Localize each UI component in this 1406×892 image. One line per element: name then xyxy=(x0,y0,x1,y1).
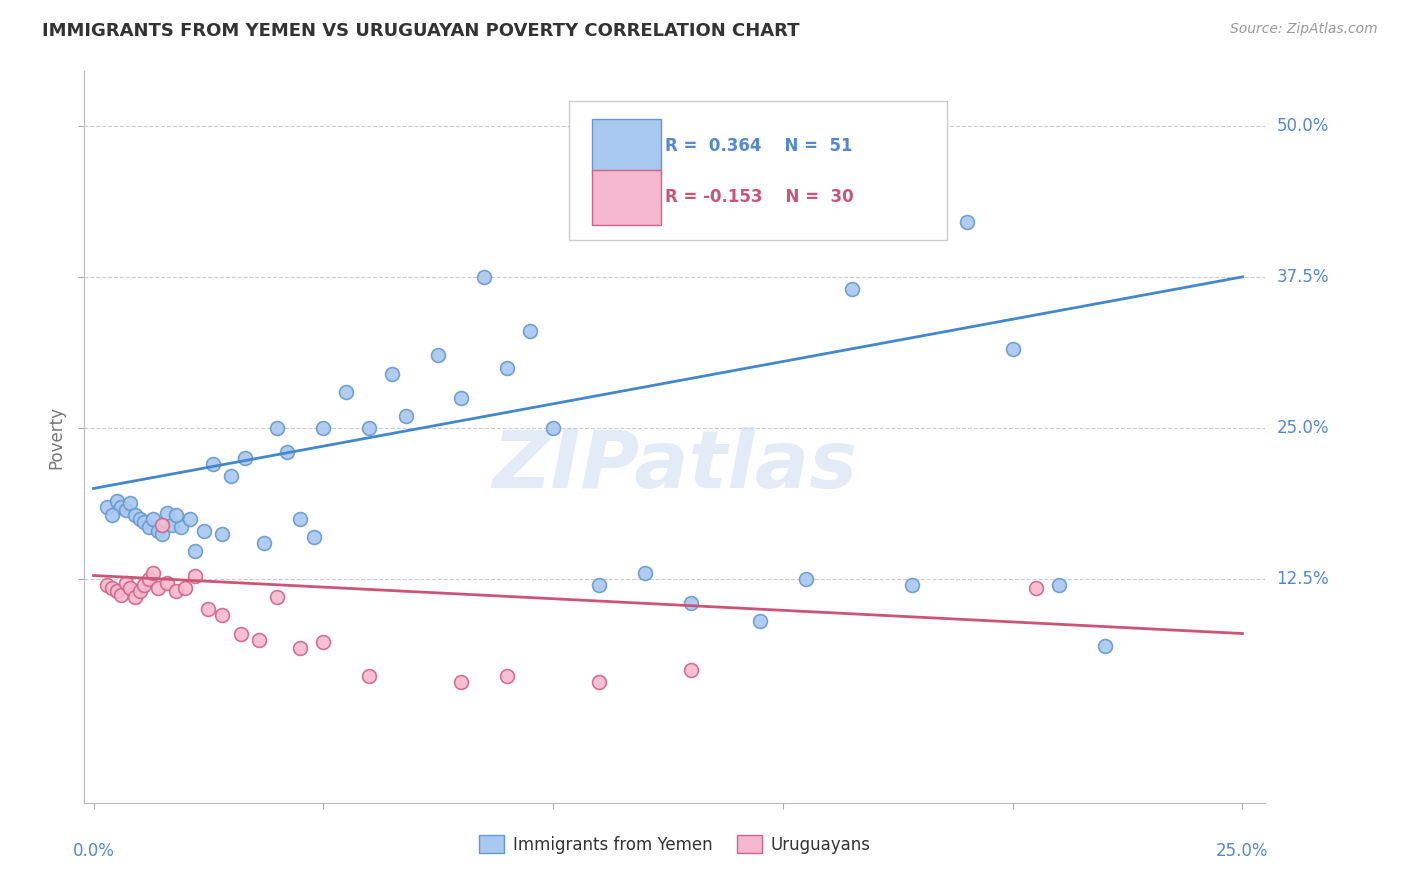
Point xyxy=(160,517,183,532)
Point xyxy=(229,626,252,640)
Text: 0.0%: 0.0% xyxy=(73,842,114,860)
Legend: Immigrants from Yemen, Uruguayans: Immigrants from Yemen, Uruguayans xyxy=(472,829,877,860)
Point xyxy=(96,500,118,514)
Point xyxy=(679,596,702,610)
Point xyxy=(359,421,381,435)
Point xyxy=(1001,343,1024,357)
Point xyxy=(312,635,335,649)
Y-axis label: Poverty: Poverty xyxy=(48,406,66,468)
Point xyxy=(193,524,215,538)
FancyBboxPatch shape xyxy=(568,101,946,240)
Point xyxy=(211,608,233,623)
Point xyxy=(152,517,174,532)
Point xyxy=(128,511,150,525)
Point xyxy=(472,269,495,284)
Point xyxy=(1094,639,1116,653)
Point xyxy=(276,445,298,459)
Point xyxy=(634,566,657,580)
Point xyxy=(142,566,165,580)
Point xyxy=(105,584,128,599)
Point xyxy=(183,568,205,582)
Point xyxy=(138,520,160,534)
Point xyxy=(588,674,610,689)
Point xyxy=(221,469,243,483)
Point xyxy=(120,581,142,595)
Text: 12.5%: 12.5% xyxy=(1277,570,1329,588)
Point xyxy=(266,591,288,605)
Point xyxy=(152,527,174,541)
Point xyxy=(202,457,225,471)
Point xyxy=(266,421,288,435)
Text: 25.0%: 25.0% xyxy=(1277,419,1329,437)
Point xyxy=(450,674,472,689)
Point xyxy=(312,421,335,435)
Point xyxy=(138,572,160,586)
Point xyxy=(290,511,312,525)
Point xyxy=(114,575,136,590)
Point xyxy=(519,324,541,338)
Point xyxy=(124,591,146,605)
Point xyxy=(290,641,312,656)
Point xyxy=(132,516,155,530)
Text: 25.0%: 25.0% xyxy=(1216,842,1268,860)
Point xyxy=(124,508,146,522)
Point xyxy=(233,451,256,466)
Point xyxy=(588,578,610,592)
Text: IMMIGRANTS FROM YEMEN VS URUGUAYAN POVERTY CORRELATION CHART: IMMIGRANTS FROM YEMEN VS URUGUAYAN POVER… xyxy=(42,22,800,40)
Text: Source: ZipAtlas.com: Source: ZipAtlas.com xyxy=(1230,22,1378,37)
Point xyxy=(120,496,142,510)
Text: 37.5%: 37.5% xyxy=(1277,268,1329,286)
Text: R = -0.153    N =  30: R = -0.153 N = 30 xyxy=(665,188,853,206)
Point xyxy=(179,511,201,525)
Point xyxy=(197,602,219,616)
Point xyxy=(183,544,205,558)
Point xyxy=(156,506,179,520)
FancyBboxPatch shape xyxy=(592,119,661,174)
Point xyxy=(128,584,150,599)
Point xyxy=(110,500,132,514)
Point xyxy=(496,669,519,683)
Point xyxy=(841,282,863,296)
Point xyxy=(1047,578,1070,592)
Point xyxy=(359,669,381,683)
Point xyxy=(748,615,770,629)
Point xyxy=(252,536,274,550)
Point xyxy=(132,578,155,592)
Point xyxy=(114,503,136,517)
Point xyxy=(101,581,124,595)
Point xyxy=(450,391,472,405)
Point xyxy=(211,527,233,541)
FancyBboxPatch shape xyxy=(592,170,661,225)
Point xyxy=(427,349,450,363)
Point xyxy=(496,360,519,375)
Point xyxy=(174,581,197,595)
Point xyxy=(900,578,922,592)
Point xyxy=(101,508,124,522)
Point xyxy=(96,578,118,592)
Point xyxy=(1025,581,1047,595)
Point xyxy=(165,508,187,522)
Point xyxy=(302,530,325,544)
Point xyxy=(110,588,132,602)
Point xyxy=(541,421,564,435)
Point xyxy=(170,520,193,534)
Point xyxy=(247,632,270,647)
Point xyxy=(165,584,187,599)
Point xyxy=(395,409,418,423)
Point xyxy=(679,663,702,677)
Point xyxy=(146,524,169,538)
Point xyxy=(105,493,128,508)
Point xyxy=(335,384,357,399)
Point xyxy=(956,215,979,229)
Point xyxy=(146,581,169,595)
Point xyxy=(142,511,165,525)
Point xyxy=(794,572,817,586)
Point xyxy=(156,575,179,590)
Text: ZIPatlas: ZIPatlas xyxy=(492,427,858,506)
Text: 50.0%: 50.0% xyxy=(1277,117,1329,135)
Point xyxy=(381,367,404,381)
Text: R =  0.364    N =  51: R = 0.364 N = 51 xyxy=(665,137,853,155)
